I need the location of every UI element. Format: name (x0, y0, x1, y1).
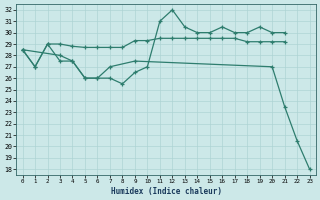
X-axis label: Humidex (Indice chaleur): Humidex (Indice chaleur) (111, 187, 221, 196)
